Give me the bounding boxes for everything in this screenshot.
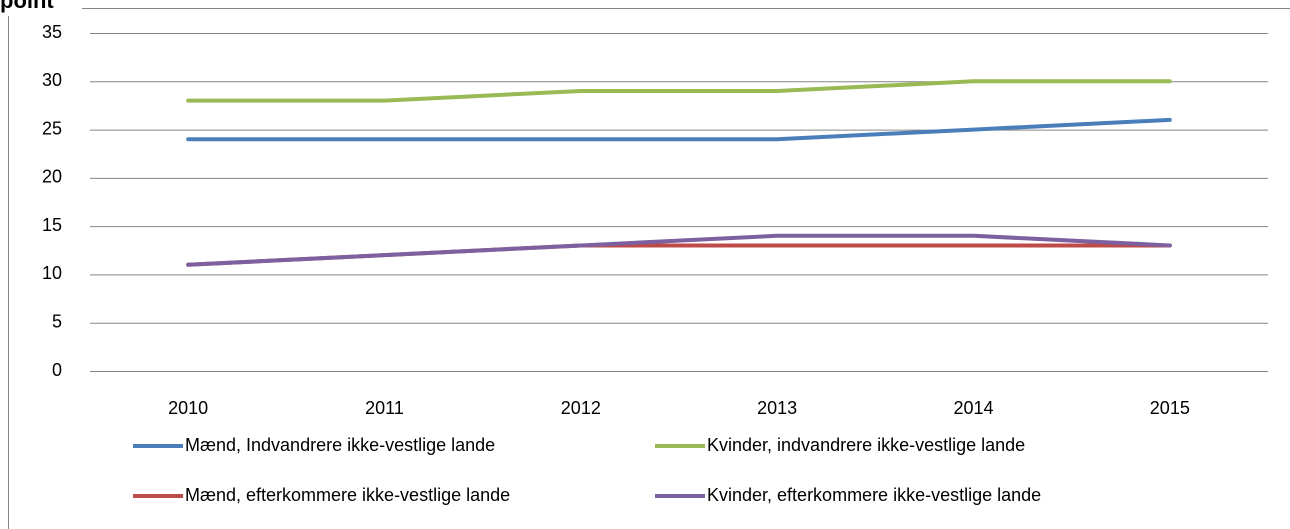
legend-label: Mænd, Indvandrere ikke-vestlige lande — [185, 435, 495, 455]
y-tick-label: 15 — [42, 215, 62, 235]
x-tick-label: 2011 — [365, 398, 404, 418]
y-tick-label: 25 — [42, 118, 62, 138]
title-background — [0, 0, 82, 16]
x-tick-label: 2015 — [1150, 398, 1190, 418]
y-tick-label: 35 — [42, 22, 62, 42]
y-tick-label: 20 — [42, 167, 62, 187]
legend-label: Mænd, efterkommere ikke-vestlige lande — [185, 485, 510, 505]
x-tick-label: 2013 — [757, 398, 797, 418]
legend-label: Kvinder, efterkommere ikke-vestlige land… — [707, 485, 1041, 505]
x-tick-label: 2014 — [953, 398, 993, 418]
y-tick-label: 30 — [42, 70, 62, 90]
chart-frame — [8, 8, 1290, 529]
y-tick-label: 5 — [52, 311, 62, 331]
series-line — [186, 117, 1172, 142]
series-line — [186, 79, 1172, 103]
y-tick-label: 10 — [42, 263, 62, 283]
x-tick-label: 2012 — [561, 398, 601, 418]
chart-title: point — [0, 0, 54, 13]
y-tick-label: 0 — [52, 360, 62, 380]
series-line — [186, 233, 1172, 267]
legend-label: Kvinder, indvandrere ikke-vestlige lande — [707, 435, 1025, 455]
x-tick-label: 2010 — [168, 398, 208, 418]
